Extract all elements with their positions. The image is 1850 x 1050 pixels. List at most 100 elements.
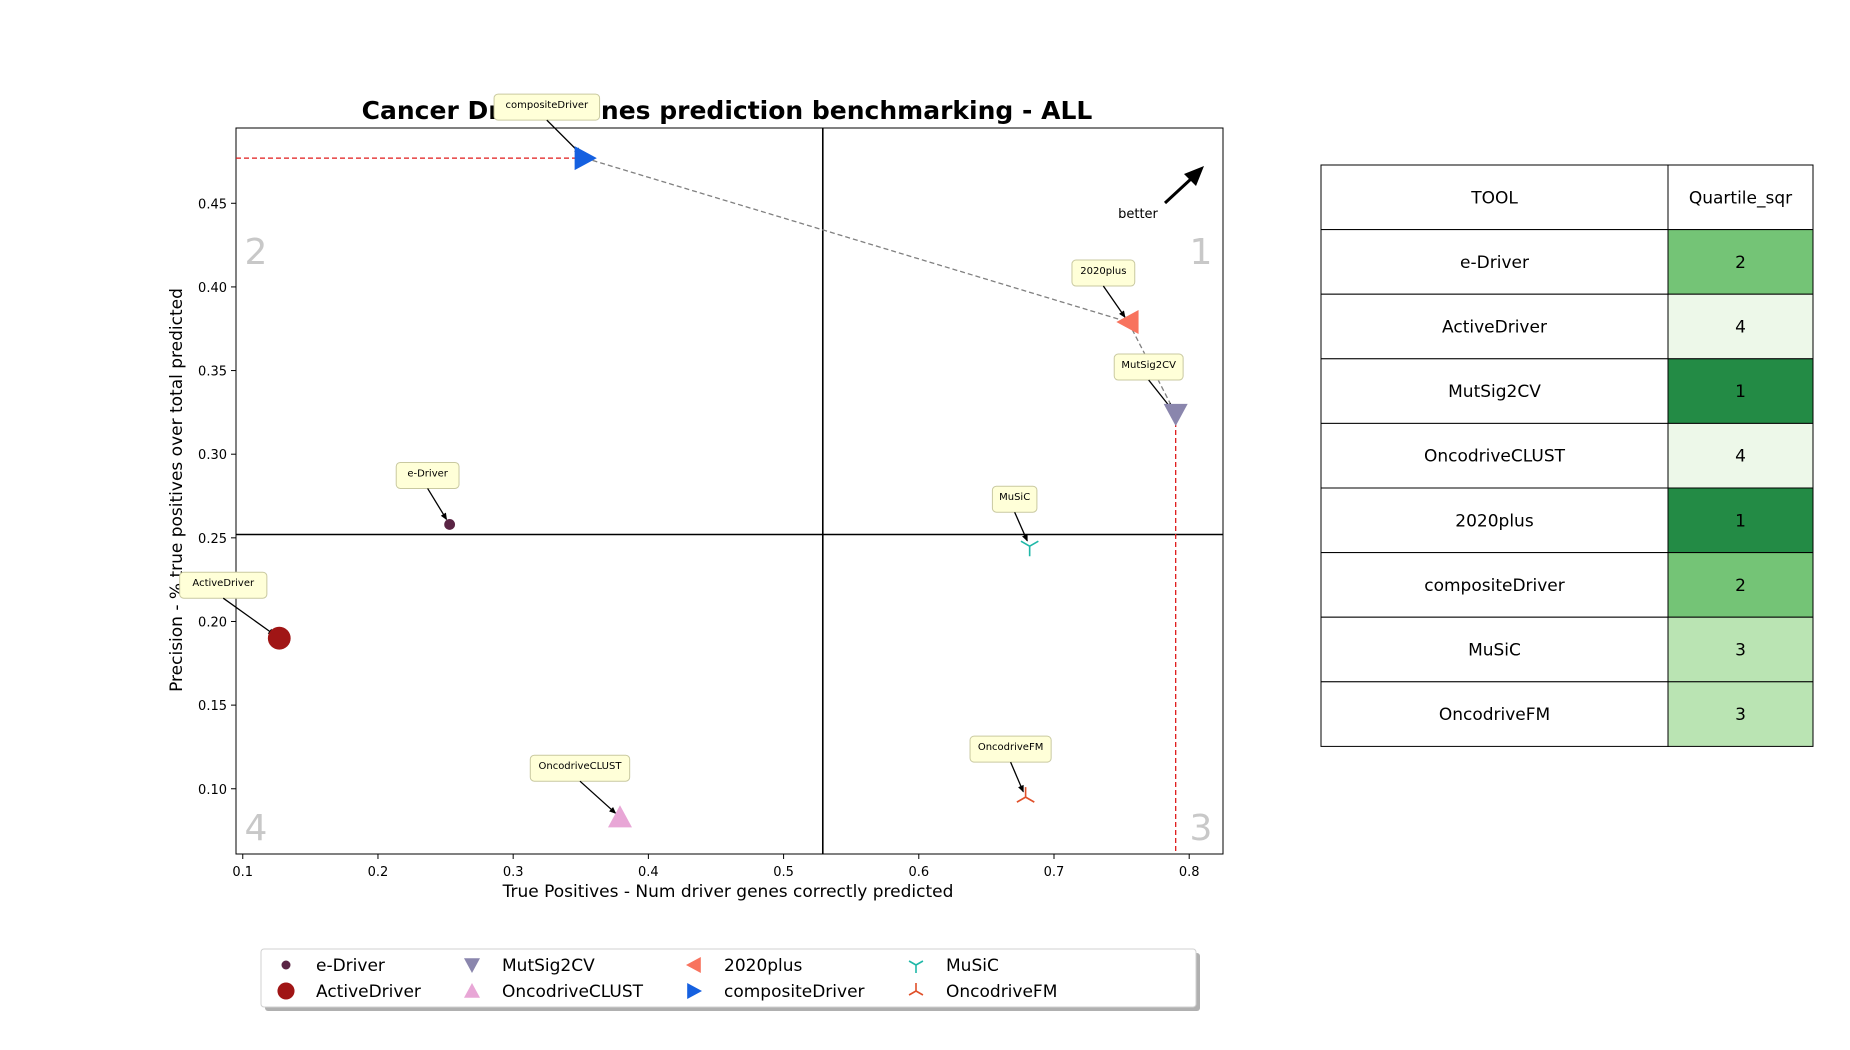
data-point-group: 2020plus	[1071, 259, 1139, 335]
table-row: 2020plus 1	[1320, 487, 1814, 554]
legend-marker	[908, 960, 924, 973]
legend-label: OncodriveCLUST	[502, 982, 644, 1002]
legend-marker	[464, 983, 480, 998]
y-tick-label: 0.10	[198, 783, 227, 798]
legend-marker	[464, 958, 480, 973]
x-tick-label: 0.5	[773, 865, 794, 880]
data-point-oncodriveclust	[607, 805, 632, 828]
data-point-2020plus	[1116, 310, 1139, 335]
table-row: OncodriveFM 3	[1320, 681, 1814, 747]
better-arrow-shaft	[1163, 176, 1194, 205]
annotation-arrow	[222, 597, 275, 636]
table-cell-tool	[1320, 552, 1669, 618]
data-point-activedriver	[267, 626, 291, 650]
legend-item: 2020plus	[686, 956, 803, 976]
table-quartile-value: 2	[1735, 576, 1746, 596]
table-row: MutSig2CV 1	[1320, 358, 1814, 424]
annotation-label: ActiveDriver	[192, 578, 255, 589]
table-tool-name: e-Driver	[1460, 253, 1529, 273]
annotation-label: 2020plus	[1080, 266, 1126, 277]
legend-item: MutSig2CV	[464, 956, 595, 976]
legend-label: ActiveDriver	[316, 982, 421, 1002]
better-arrow-head	[1184, 166, 1204, 186]
table-quartile-value: 2	[1735, 253, 1746, 273]
quadrant-label-1: 1	[1190, 232, 1213, 273]
legend-marker	[908, 983, 924, 996]
annotation-label: compositeDriver	[506, 100, 590, 111]
annotation-arrow	[1102, 285, 1126, 318]
x-tick-label: 0.4	[638, 865, 659, 880]
quadrant-label-3: 3	[1190, 808, 1213, 849]
table-header-cell	[1667, 164, 1814, 231]
table-tool-name: OncodriveFM	[1439, 705, 1550, 725]
y-tick-label: 0.25	[198, 532, 227, 547]
table-cell-tool	[1320, 681, 1669, 747]
quadrant-label-2: 2	[245, 232, 268, 273]
y-tick-label: 0.20	[198, 615, 227, 630]
annotation-arrow	[427, 488, 448, 520]
legend-item: MuSiC	[908, 956, 999, 976]
x-tick-label: 0.1	[232, 865, 253, 880]
legend-label: OncodriveFM	[946, 982, 1057, 1002]
annotation-box	[991, 485, 1038, 513]
quartile-table: TOOL Quartile_sqr e-Driver 2 ActiveDriver 4 Mu…	[1320, 164, 1814, 747]
annotation-label: e-Driver	[407, 468, 448, 479]
data-point-group: e-Driver	[395, 461, 460, 530]
data-point-group: MuSiC	[991, 485, 1039, 557]
table-quartile-value: 1	[1735, 382, 1746, 402]
annotation-label: MutSig2CV	[1121, 360, 1176, 371]
table-cell-quartile	[1667, 552, 1814, 618]
annotation-label: OncodriveCLUST	[538, 761, 622, 772]
table-cell-quartile	[1667, 616, 1814, 683]
legend-item: ActiveDriver	[277, 982, 421, 1002]
data-point-music	[1020, 540, 1039, 557]
table-cell-tool	[1320, 487, 1669, 554]
legend-label: compositeDriver	[724, 982, 865, 1002]
annotation-arrowhead	[440, 512, 448, 521]
better-arrow	[1163, 166, 1204, 205]
y-axis-label: Precision - % true positives over total …	[167, 288, 187, 692]
x-tick-label: 0.8	[1179, 865, 1200, 880]
quadrant-label-4: 4	[245, 808, 268, 849]
y-tick-label: 0.15	[198, 699, 227, 714]
table-header-row: TOOL Quartile_sqr	[1320, 164, 1814, 231]
legend-box	[260, 948, 1197, 1008]
legend-item: OncodriveFM	[908, 982, 1057, 1002]
y-tick-label: 0.40	[198, 281, 227, 296]
table-cell-tool	[1320, 616, 1669, 683]
data-point-oncodrivefm	[1016, 787, 1035, 803]
table-row: MuSiC 3	[1320, 616, 1814, 683]
table-quartile-value: 3	[1735, 705, 1746, 725]
plot-area: 0.1 0.2 0.3 0.4 0.5 0.6 0.7 0.8 0.10 0.15 0.20 0.25…	[179, 93, 1224, 880]
x-tick-label: 0.6	[908, 865, 929, 880]
table-cell-quartile	[1667, 422, 1814, 489]
table-quartile-value: 4	[1735, 318, 1746, 338]
annotation-arrowhead	[1018, 784, 1024, 793]
data-point-group: MutSig2CV	[1113, 353, 1188, 427]
x-tick-label: 0.2	[368, 865, 389, 880]
x-tick-label: 0.3	[503, 865, 524, 880]
table-quartile-value: 3	[1735, 641, 1746, 661]
annotation-arrow	[579, 780, 616, 814]
data-point-group: OncodriveFM	[969, 735, 1052, 803]
table-cell-quartile	[1667, 293, 1814, 360]
table-row: OncodriveCLUST 4	[1320, 422, 1814, 489]
legend-label: e-Driver	[316, 956, 385, 976]
legend-marker	[281, 960, 291, 970]
legend-marker	[686, 957, 701, 973]
table-header-cell	[1320, 164, 1669, 231]
annotation-label: OncodriveFM	[978, 742, 1044, 753]
legend-label: MutSig2CV	[502, 956, 595, 976]
table-row: e-Driver 2	[1320, 229, 1814, 295]
annotation-box	[1113, 353, 1184, 381]
annotation-arrowhead	[1022, 534, 1028, 542]
table-header-tool: TOOL	[1470, 188, 1518, 208]
table-quartile-value: 1	[1735, 511, 1746, 531]
table-header-quartile: Quartile_sqr	[1689, 188, 1792, 208]
data-point-group: OncodriveCLUST	[529, 754, 632, 828]
annotation-arrowhead	[1119, 310, 1126, 318]
table-tool-name: MuSiC	[1468, 641, 1521, 661]
table-tool-name: MutSig2CV	[1448, 382, 1541, 402]
legend-marker	[277, 982, 295, 1000]
